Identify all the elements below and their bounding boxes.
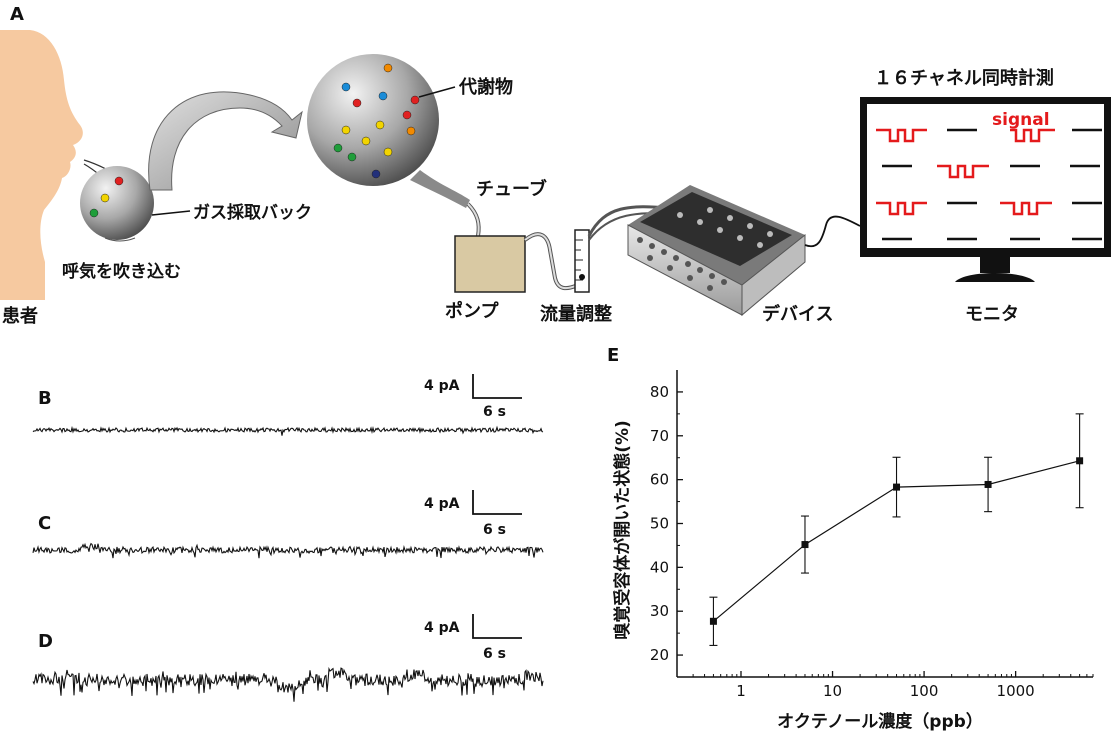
trace-d <box>32 666 544 702</box>
current-traces <box>32 425 544 702</box>
panel-label-c: C <box>38 513 51 534</box>
y-tick-label: 30 <box>650 602 669 620</box>
trace-c <box>32 542 544 559</box>
x-axis-label: オクテノール濃度（ppb） <box>777 711 983 732</box>
flow-controller <box>574 229 590 293</box>
data-point <box>984 480 992 488</box>
x-tick-label: 1 <box>736 682 746 700</box>
scale-bar-d: 4 pA 6 s <box>424 614 522 662</box>
metabolite-leader <box>418 86 456 98</box>
scale-current-c: 4 pA <box>424 496 460 512</box>
y-tick-label: 40 <box>650 558 669 576</box>
panel-label-e: E <box>607 345 619 366</box>
monitor-channels <box>876 128 1102 241</box>
measurement-device <box>627 185 806 317</box>
scale-current-d: 4 pA <box>424 620 460 636</box>
patient-face <box>0 30 83 300</box>
transfer-arrow <box>148 91 303 191</box>
scale-time-b: 6 s <box>483 404 506 420</box>
data-point <box>893 483 901 491</box>
scale-time-c: 6 s <box>483 522 506 538</box>
gas-bag-label: ガス採取バック <box>193 202 312 223</box>
metabolite-label: 代謝物 <box>458 76 513 98</box>
sample-bag <box>307 54 470 208</box>
y-tick-label: 20 <box>650 646 669 664</box>
x-tick-label: 100 <box>910 682 939 700</box>
flow-control-label: 流量調整 <box>540 303 612 325</box>
scale-time-d: 6 s <box>483 646 506 662</box>
gas-bag <box>80 166 154 242</box>
y-tick-label: 70 <box>650 427 669 445</box>
trace-b <box>32 425 544 436</box>
y-tick-label: 50 <box>650 515 669 533</box>
y-tick-label: 60 <box>650 471 669 489</box>
x-tick-label: 1000 <box>997 682 1035 700</box>
panel-label-b: B <box>38 388 52 409</box>
signal-label: signal <box>992 110 1050 130</box>
tube-label: チューブ <box>476 178 547 200</box>
monitor <box>860 97 1111 282</box>
data-point <box>709 617 717 625</box>
monitor-title: １６チャネル同時計測 <box>874 67 1054 89</box>
x-tick-label: 10 <box>823 682 842 700</box>
pump-label: ポンプ <box>445 300 499 322</box>
panel-label-d: D <box>38 631 53 652</box>
data-point <box>801 541 809 549</box>
device-label: デバイス <box>762 303 833 325</box>
scale-current-b: 4 pA <box>424 378 460 394</box>
gas-bag-leader <box>151 210 191 216</box>
device-cable <box>804 215 861 248</box>
exhale-label: 呼気を吹き込む <box>62 261 181 282</box>
scale-bar-c: 4 pA 6 s <box>424 490 522 538</box>
pump-box <box>454 235 526 293</box>
y-tick-label: 80 <box>650 383 669 401</box>
panel-label-a: A <box>10 4 24 25</box>
data-point <box>1076 457 1084 465</box>
scale-bar-b: 4 pA 6 s <box>424 374 522 420</box>
dose-response-chart: 20 30 40 50 60 70 80 1 10 100 1000 <box>650 370 1094 700</box>
y-axis-label: 嗅覚受容体が開いた状態(%) <box>612 420 633 640</box>
monitor-label: モニタ <box>965 304 1019 325</box>
patient-label: 患者 <box>2 306 38 327</box>
